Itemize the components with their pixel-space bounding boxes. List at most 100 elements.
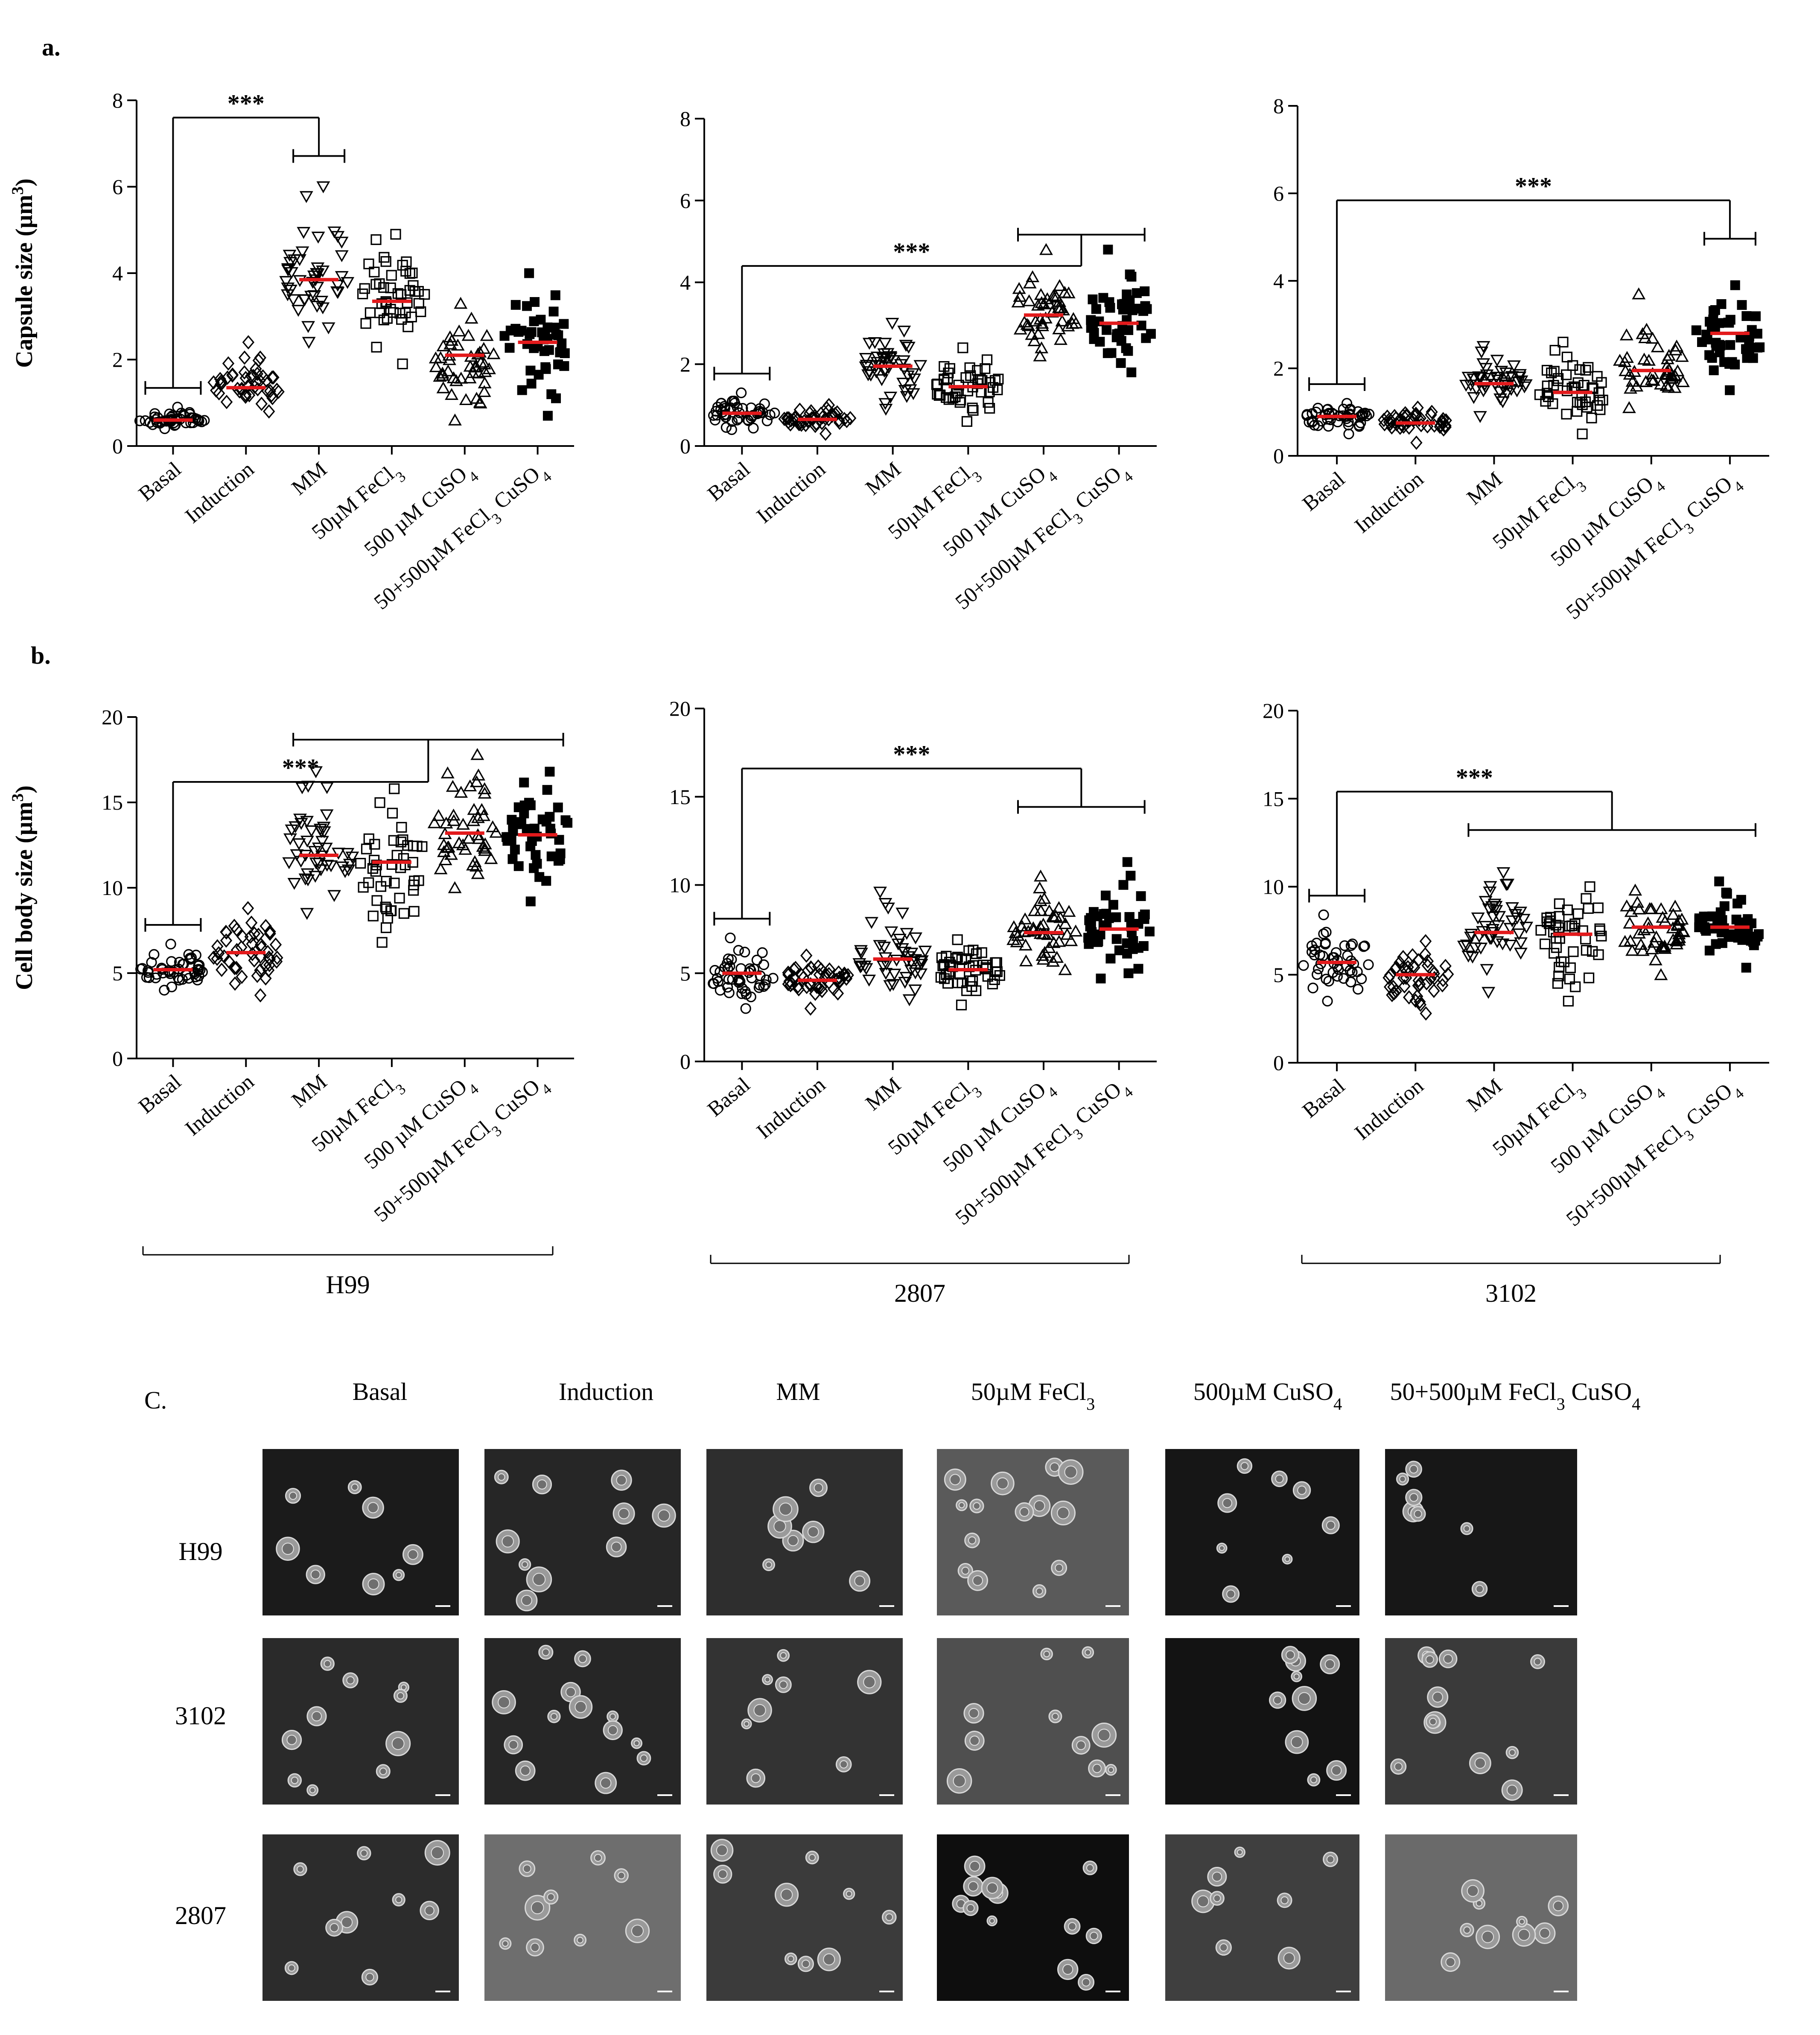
data-point — [1676, 375, 1690, 387]
data-point — [300, 835, 314, 848]
data-point — [1570, 981, 1581, 992]
data-point — [876, 352, 890, 364]
y-tick-label: 0 — [680, 434, 691, 458]
data-point — [1428, 983, 1440, 998]
y-tick-label: 2 — [112, 348, 123, 372]
cell-body — [1409, 1465, 1418, 1474]
data-point — [1042, 904, 1056, 916]
data-point — [1563, 996, 1574, 1007]
data-point — [332, 848, 345, 860]
data-point — [764, 409, 776, 420]
data-point — [434, 862, 448, 875]
data-point — [1124, 912, 1135, 922]
data-point — [896, 378, 910, 390]
micrograph-background — [262, 1449, 459, 1615]
data-point — [968, 405, 979, 416]
data-point — [1512, 928, 1526, 941]
data-point — [386, 270, 397, 281]
strain-label: 2807 — [894, 1279, 945, 1307]
data-point — [307, 270, 321, 283]
cell-body — [1518, 1929, 1530, 1941]
data-point — [478, 844, 492, 856]
cell-body — [802, 1959, 810, 1968]
data-point — [415, 306, 426, 317]
data-point — [1050, 950, 1064, 963]
data-point — [452, 324, 466, 337]
data-point — [199, 415, 210, 426]
cell-body — [631, 1924, 644, 1937]
cell-body — [969, 1860, 980, 1872]
data-point — [216, 962, 228, 977]
data-point — [1047, 910, 1061, 923]
data-point — [1499, 380, 1513, 392]
data-point — [726, 424, 737, 435]
data-point — [1490, 355, 1504, 367]
cell-body — [498, 1696, 510, 1708]
data-point — [907, 373, 921, 386]
cell-body — [808, 1854, 816, 1861]
data-point — [440, 841, 455, 853]
data-point — [454, 297, 468, 309]
data-point — [300, 816, 314, 828]
data-point — [1645, 367, 1660, 379]
data-point — [1033, 894, 1047, 907]
cell-body — [542, 1648, 550, 1656]
cell-body — [1326, 1520, 1336, 1530]
y-tick-label: 5 — [1273, 963, 1284, 987]
cell-body — [765, 1561, 772, 1568]
data-point — [1500, 388, 1514, 399]
cell-body — [885, 1913, 893, 1921]
data-point — [1709, 365, 1719, 376]
data-point — [1496, 938, 1510, 950]
cell-body — [1326, 1855, 1335, 1863]
data-point — [823, 962, 836, 977]
data-point — [936, 952, 948, 963]
data-point — [1052, 935, 1066, 947]
data-point — [875, 374, 889, 386]
x-tick-label: MM — [287, 457, 331, 500]
data-point — [758, 959, 770, 970]
cell-body — [341, 1916, 353, 1928]
data-point — [1027, 924, 1041, 936]
data-point — [1725, 340, 1735, 350]
data-point — [304, 291, 318, 303]
data-point — [1046, 955, 1060, 967]
data-point — [1660, 368, 1674, 380]
data-point — [374, 797, 385, 808]
cell-body — [288, 1964, 295, 1972]
strain-bracket: 3102 — [1301, 1255, 1721, 1307]
data-point — [1623, 934, 1637, 946]
data-point — [1347, 938, 1358, 950]
data-point — [406, 312, 417, 323]
micrograph-tile — [706, 1834, 903, 2001]
data-point — [1105, 953, 1116, 964]
data-point — [1577, 429, 1588, 440]
data-point — [1715, 341, 1726, 351]
data-point — [1632, 287, 1646, 300]
panel-label-b: b. — [31, 641, 51, 669]
data-point — [1384, 968, 1397, 983]
data-point — [1541, 388, 1553, 399]
data-point — [1060, 927, 1074, 940]
data-point — [1312, 969, 1323, 980]
data-point — [1586, 412, 1597, 423]
y-tick-label: 5 — [680, 961, 691, 985]
cell-body — [1534, 1658, 1542, 1666]
micrograph-tile — [262, 1638, 459, 1805]
data-point — [1716, 299, 1727, 309]
cell-body — [779, 1502, 792, 1516]
micrograph-tile — [262, 1834, 459, 2001]
data-point — [1596, 930, 1607, 942]
data-point — [1031, 327, 1045, 339]
data-point — [539, 346, 549, 356]
data-point — [239, 371, 252, 385]
micrograph-row-label: H99 — [178, 1537, 222, 1566]
data-point — [1662, 349, 1676, 361]
cell-body — [508, 1740, 519, 1750]
data-point — [1307, 416, 1318, 427]
data-point — [822, 412, 835, 426]
cell-body — [718, 1869, 728, 1879]
data-point — [1403, 990, 1415, 1005]
significance-stars: *** — [893, 741, 930, 768]
cell-body — [1082, 1978, 1091, 1987]
